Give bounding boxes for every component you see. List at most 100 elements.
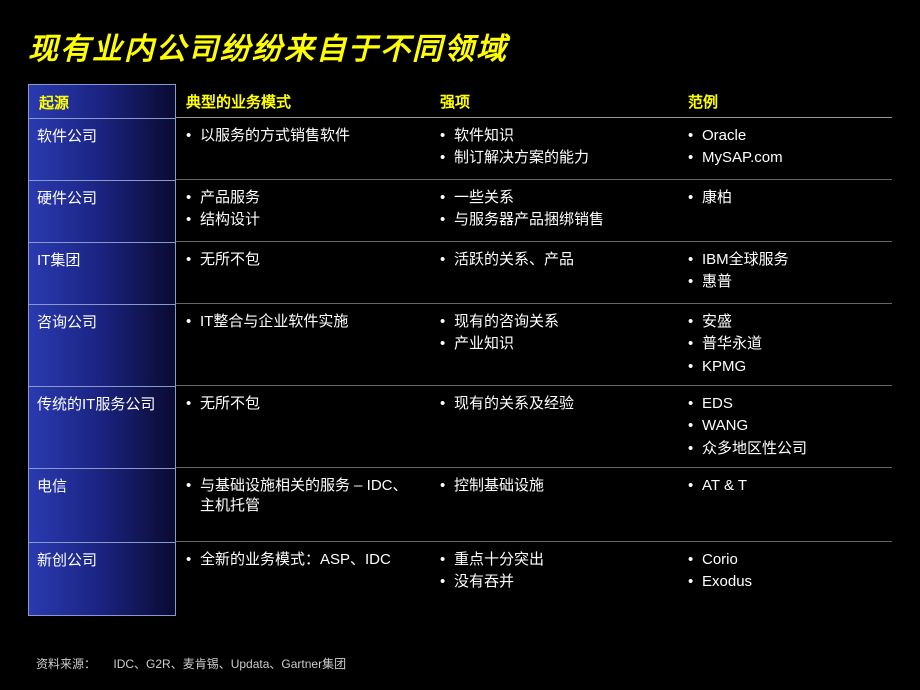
bullet-item: 现有的关系及经验	[440, 394, 668, 414]
bullet-list: EDSWANG 众多地区性公司	[688, 394, 882, 459]
bullet-list: 控制基础设施	[440, 476, 668, 496]
cell-model-3: IT整合与企业软件实施	[176, 304, 430, 386]
header-strength: 强项	[430, 84, 678, 118]
cell-strength-3: 现有的咨询关系产业知识	[430, 304, 678, 386]
bullet-list: 以服务的方式销售软件	[186, 126, 420, 146]
bullet-item: 普华永道	[688, 334, 882, 354]
bullet-list: 全新的业务模式：ASP、IDC	[186, 550, 420, 570]
bullet-list: 与基础设施相关的服务 – IDC、主机托管	[186, 476, 420, 517]
slide: 现有业内公司纷纷来自于不同领域 起源 软件公司硬件公司 IT集团咨询公司传统的IT…	[0, 0, 920, 616]
source-text: IDC、G2R、麦肯锡、Updata、Gartner集团	[113, 657, 346, 671]
bullet-item: KPMG	[688, 357, 882, 377]
cell-example-5: AT & T	[678, 468, 892, 542]
origin-cell: 新创公司	[29, 543, 175, 615]
bullet-item: 与服务器产品捆绑销售	[440, 210, 668, 230]
source-citation: 资料来源： IDC、G2R、麦肯锡、Updata、Gartner集团	[36, 655, 346, 672]
origin-text: IT集团	[37, 251, 167, 271]
bullet-item: 众多地区性公司	[688, 439, 882, 459]
bullet-item: IT整合与企业软件实施	[186, 312, 420, 332]
cell-model-2: 无所不包	[176, 242, 430, 304]
bullet-list: 现有的关系及经验	[440, 394, 668, 414]
column-origin: 起源 软件公司硬件公司 IT集团咨询公司传统的IT服务公司电信新创公司	[28, 84, 176, 616]
bullet-item: 现有的咨询关系	[440, 312, 668, 332]
bullet-list: 软件知识制订解决方案的能力	[440, 126, 668, 169]
cell-strength-6: 重点十分突出没有吞并	[430, 542, 678, 614]
cell-model-5: 与基础设施相关的服务 – IDC、主机托管	[176, 468, 430, 542]
bullet-item: 全新的业务模式：ASP、IDC	[186, 550, 420, 570]
cell-model-0: 以服务的方式销售软件	[176, 118, 430, 180]
origin-text: 软件公司	[37, 127, 167, 147]
cell-strength-0: 软件知识制订解决方案的能力	[430, 118, 678, 180]
cell-model-4: 无所不包	[176, 386, 430, 468]
cell-model-6: 全新的业务模式：ASP、IDC	[176, 542, 430, 614]
bullet-list: CorioExodus	[688, 550, 882, 593]
origin-cell: IT集团	[29, 243, 175, 305]
column-strength: 强项 软件知识制订解决方案的能力一些关系与服务器产品捆绑销售活跃的关系、产品现有…	[430, 84, 678, 616]
cell-strength-2: 活跃的关系、产品	[430, 242, 678, 304]
bullet-item: 无所不包	[186, 394, 420, 414]
origin-cell: 传统的IT服务公司	[29, 387, 175, 469]
column-example: 范例 OracleMySAP.com 康柏 IBM全球服务惠普安盛普华永道 KPMG E…	[678, 84, 892, 616]
origin-text: 硬件公司	[37, 189, 167, 209]
cell-strength-4: 现有的关系及经验	[430, 386, 678, 468]
cell-strength-1: 一些关系与服务器产品捆绑销售	[430, 180, 678, 242]
bullet-item: 一些关系	[440, 188, 668, 208]
bullet-item: 软件知识	[440, 126, 668, 146]
bullet-list: IBM全球服务惠普	[688, 250, 882, 293]
bullet-item: 结构设计	[186, 210, 420, 230]
bullet-item: WANG	[688, 416, 882, 436]
cell-example-2: IBM全球服务惠普	[678, 242, 892, 304]
bullet-item: 活跃的关系、产品	[440, 250, 668, 270]
cell-example-6: CorioExodus	[678, 542, 892, 614]
bullet-item: 产业知识	[440, 334, 668, 354]
bullet-item: IBM全球服务	[688, 250, 882, 270]
bullet-item: 产品服务	[186, 188, 420, 208]
bullet-item: 康柏	[688, 188, 882, 208]
header-example: 范例	[678, 84, 892, 118]
bullet-list: AT & T	[688, 476, 882, 496]
bullet-item: 无所不包	[186, 250, 420, 270]
bullet-item: 安盛	[688, 312, 882, 332]
cell-strength-5: 控制基础设施	[430, 468, 678, 542]
bullet-item: 惠普	[688, 272, 882, 292]
column-model: 典型的业务模式 以服务的方式销售软件产品服务结构设计无所不包IT整合与企业软件实…	[176, 84, 430, 616]
bullet-item: 以服务的方式销售软件	[186, 126, 420, 146]
origin-text: 传统的IT服务公司	[37, 395, 167, 415]
cell-example-4: EDSWANG 众多地区性公司	[678, 386, 892, 468]
origin-text: 电信	[37, 477, 167, 497]
origin-cell: 硬件公司	[29, 181, 175, 243]
bullet-item: Corio	[688, 550, 882, 570]
bullet-item: 与基础设施相关的服务 – IDC、主机托管	[186, 476, 420, 517]
source-label: 资料来源：	[36, 657, 96, 671]
bullet-item: 控制基础设施	[440, 476, 668, 496]
cell-example-0: OracleMySAP.com	[678, 118, 892, 180]
origin-cell: 软件公司	[29, 119, 175, 181]
header-model: 典型的业务模式	[176, 84, 430, 118]
cell-model-1: 产品服务结构设计	[176, 180, 430, 242]
bullet-item: 重点十分突出	[440, 550, 668, 570]
bullet-item: MySAP.com	[688, 148, 882, 168]
bullet-item: 制订解决方案的能力	[440, 148, 668, 168]
bullet-list: 无所不包	[186, 250, 420, 270]
origin-text: 新创公司	[37, 551, 167, 571]
bullet-list: 现有的咨询关系产业知识	[440, 312, 668, 355]
bullet-list: IT整合与企业软件实施	[186, 312, 420, 332]
bullet-list: 安盛普华永道 KPMG	[688, 312, 882, 377]
origin-cell: 电信	[29, 469, 175, 543]
comparison-table: 起源 软件公司硬件公司 IT集团咨询公司传统的IT服务公司电信新创公司 典型的业务…	[28, 84, 892, 616]
bullet-list: 无所不包	[186, 394, 420, 414]
bullet-list: OracleMySAP.com	[688, 126, 882, 169]
bullet-list: 重点十分突出没有吞并	[440, 550, 668, 593]
bullet-list: 活跃的关系、产品	[440, 250, 668, 270]
cell-example-3: 安盛普华永道 KPMG	[678, 304, 892, 386]
bullet-item: EDS	[688, 394, 882, 414]
header-origin: 起源	[29, 85, 175, 119]
bullet-item: Exodus	[688, 572, 882, 592]
bullet-item: AT & T	[688, 476, 882, 496]
slide-title: 现有业内公司纷纷来自于不同领域	[28, 24, 892, 68]
bullet-list: 产品服务结构设计	[186, 188, 420, 231]
bullet-item: Oracle	[688, 126, 882, 146]
origin-cell: 咨询公司	[29, 305, 175, 387]
origin-text: 咨询公司	[37, 313, 167, 333]
bullet-list: 一些关系与服务器产品捆绑销售	[440, 188, 668, 231]
